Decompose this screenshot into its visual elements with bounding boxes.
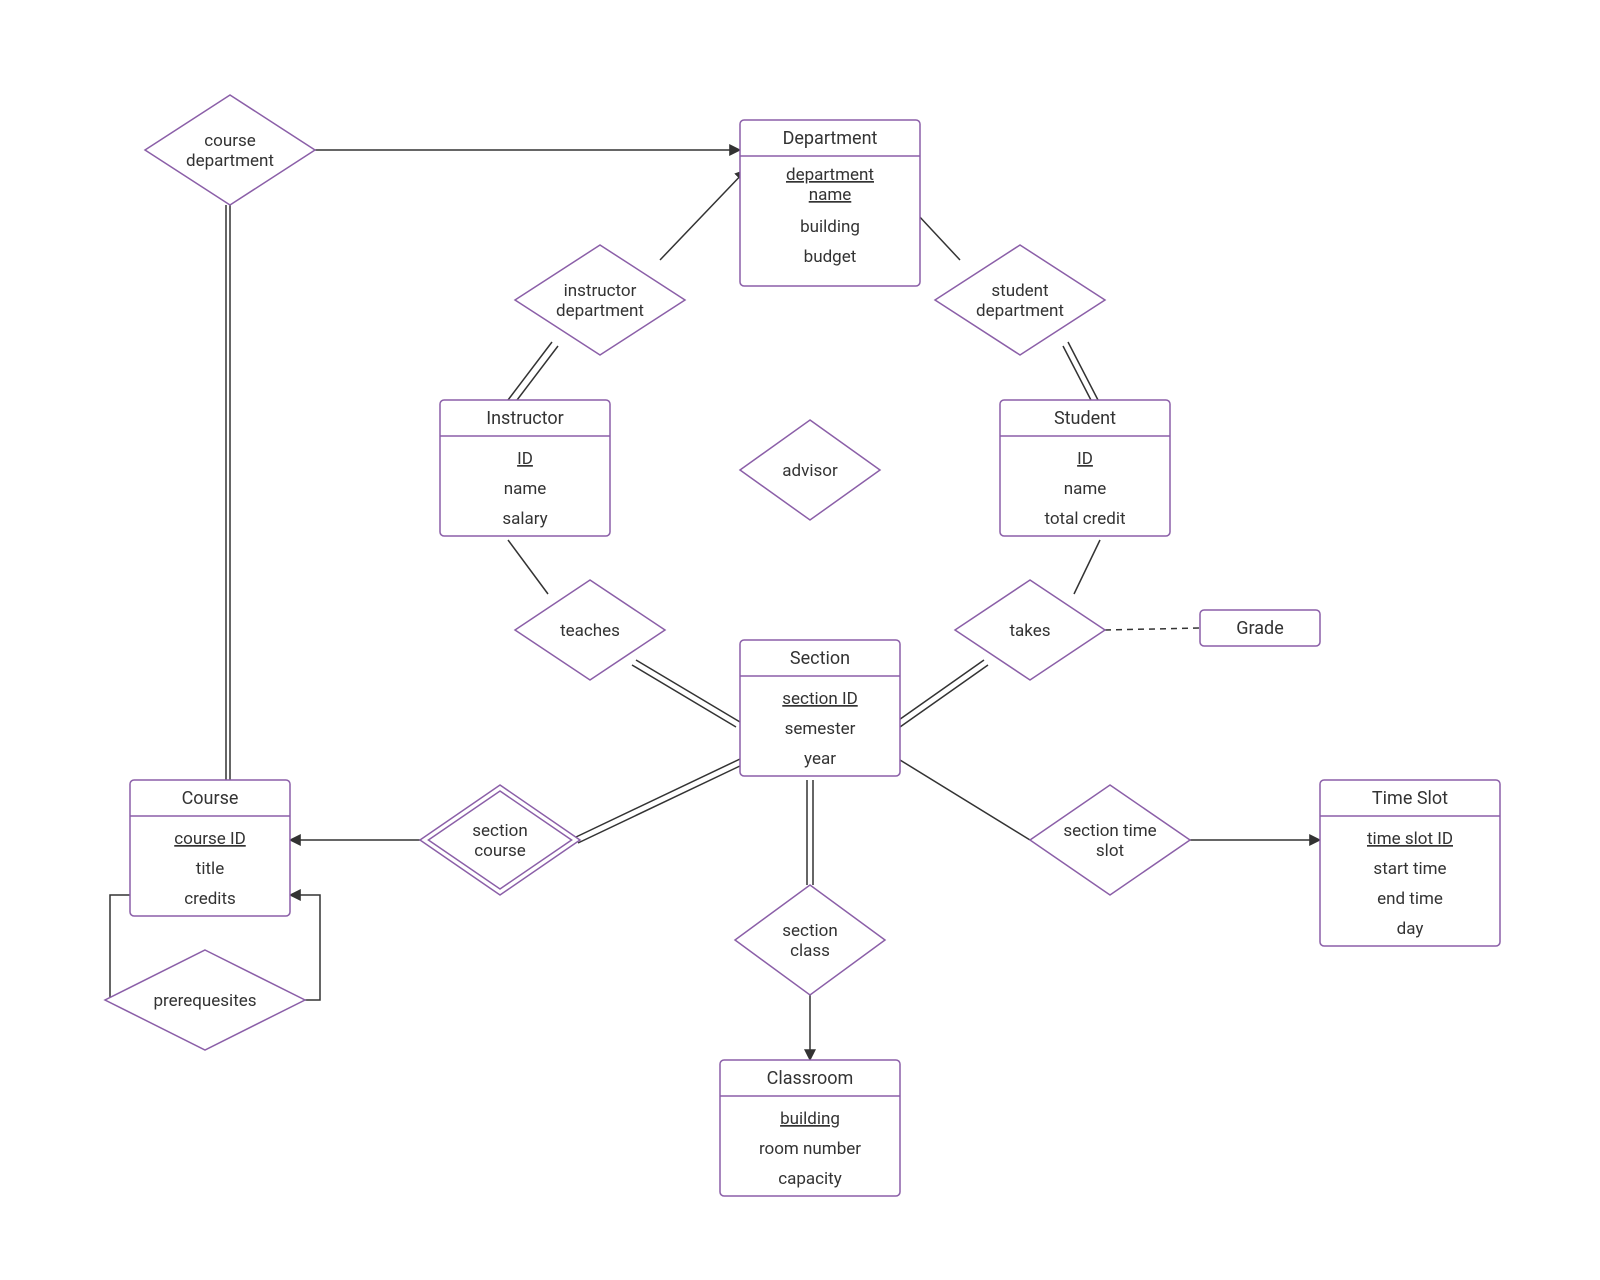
entity-attr: total credit: [1044, 509, 1125, 529]
entity-title: Department: [783, 128, 878, 149]
entity-attr: ID: [517, 449, 533, 469]
relationship-teaches: teaches: [515, 580, 665, 680]
entity-department: Department departmentname building budget: [740, 120, 920, 286]
edge-scl-sect: [807, 780, 813, 885]
svg-text:class: class: [790, 941, 830, 961]
relationship-advisor: advisor: [740, 420, 880, 520]
entity-title: Student: [1054, 408, 1116, 429]
relationship-section_course: sectioncourse: [420, 785, 580, 895]
entity-attr: title: [196, 859, 224, 879]
entity-attr: capacity: [778, 1169, 842, 1189]
entity-instructor: Instructor ID name salary: [440, 400, 610, 536]
entity-attr: name: [1064, 479, 1107, 499]
entity-attr: room number: [759, 1139, 861, 1159]
entity-attr: year: [804, 749, 836, 769]
edge-sd-stud: [1063, 342, 1098, 404]
edge-t-inst: [508, 540, 548, 594]
entity-attr: building: [800, 217, 860, 237]
svg-text:teaches: teaches: [560, 621, 620, 641]
entity-attr: day: [1397, 919, 1424, 939]
edge-id-dept: [660, 170, 746, 260]
entity-attr: salary: [502, 509, 547, 529]
svg-text:student: student: [991, 281, 1048, 301]
entity-attr: name: [809, 185, 852, 205]
entity-attr: start time: [1373, 859, 1446, 879]
entity-course: Course course ID title credits: [130, 780, 290, 916]
edge-pre-b: [290, 895, 320, 1000]
svg-text:section: section: [472, 821, 527, 841]
svg-text:department: department: [556, 301, 644, 321]
edge-t-sect: [632, 660, 740, 727]
entity-title: Classroom: [767, 1068, 854, 1089]
edge-cd-course: [226, 205, 230, 780]
svg-text:department: department: [976, 301, 1064, 321]
relationship-student_dept: studentdepartment: [935, 245, 1105, 355]
entity-attr: end time: [1377, 889, 1443, 909]
entity-classroom: Classroom building room number capacity: [720, 1060, 900, 1196]
entity-attr: department: [786, 165, 874, 185]
entity-title: Section: [790, 648, 850, 669]
svg-text:prerequesites: prerequesites: [153, 991, 256, 1011]
relationship-prerequisites: prerequesites: [105, 950, 305, 1050]
svg-text:department: department: [186, 151, 274, 171]
edge-id-inst: [508, 342, 558, 404]
entity-student: Student ID name total credit: [1000, 400, 1170, 536]
svg-text:section: section: [782, 921, 837, 941]
relationship-section_class: sectionclass: [735, 885, 885, 995]
svg-text:advisor: advisor: [782, 461, 838, 481]
relationship-section_timeslot: section timeslot: [1030, 785, 1190, 895]
edge-tk-sect: [896, 660, 988, 727]
entity-title: Course: [182, 788, 239, 809]
edge-sc-sect: [576, 759, 742, 843]
entity-attr: building: [780, 1109, 840, 1129]
edge-tk-stud: [1074, 540, 1100, 594]
entity-title: Time Slot: [1372, 788, 1448, 809]
entity-attr: budget: [804, 247, 857, 267]
entity-title: Instructor: [486, 408, 564, 429]
entity-attr: time slot ID: [1367, 829, 1453, 849]
entity-section: Section section ID semester year: [740, 640, 900, 776]
edge-st-sect: [900, 760, 1030, 840]
entity-timeslot: Time Slot time slot ID start time end time d…: [1320, 780, 1500, 946]
entity-attr: ID: [1077, 449, 1093, 469]
entity-attr: course ID: [174, 829, 246, 849]
svg-text:takes: takes: [1009, 621, 1050, 641]
edge-tk-grade: [1105, 628, 1200, 630]
entity-attr: credits: [184, 889, 236, 909]
entity-title: Grade: [1236, 618, 1284, 639]
relationship-instructor_dept: instructordepartment: [515, 245, 685, 355]
entity-grade: Grade: [1200, 610, 1320, 646]
svg-text:course: course: [204, 131, 256, 151]
entity-attr: name: [504, 479, 547, 499]
svg-text:section time: section time: [1063, 821, 1156, 841]
er-diagram: coursedepartmentinstructordepartmentstud…: [0, 0, 1600, 1280]
entity-attr: section ID: [782, 689, 857, 709]
relationship-course_dept: coursedepartment: [145, 95, 315, 205]
svg-text:course: course: [474, 841, 526, 861]
edge-pre-a: [105, 895, 130, 1000]
svg-text:slot: slot: [1096, 841, 1124, 861]
entity-attr: semester: [785, 719, 856, 739]
svg-text:instructor: instructor: [564, 281, 637, 301]
